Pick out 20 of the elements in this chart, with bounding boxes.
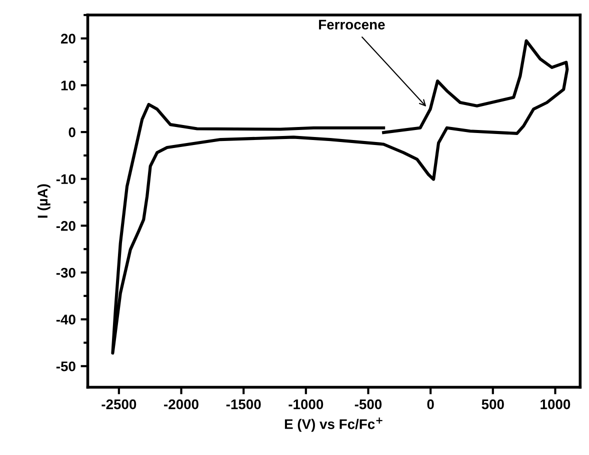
x-tick-label: -2000 <box>164 399 198 410</box>
x-tick-label: -500 <box>354 399 382 410</box>
y-tick-label: -40 <box>56 314 76 324</box>
y-tick-label: -10 <box>56 174 76 184</box>
y-axis-title: I (µA) <box>37 184 50 218</box>
x-tick-label: 1000 <box>540 399 570 410</box>
x-tick-label: -2500 <box>102 399 136 410</box>
y-tick-label: -30 <box>56 268 76 278</box>
x-tick-label: 500 <box>482 399 504 410</box>
y-tick-label: -50 <box>56 361 76 372</box>
y-tick-label: -20 <box>56 221 76 231</box>
x-tick-label: 0 <box>427 399 434 410</box>
line-series <box>111 39 569 355</box>
y-tick-label: 0 <box>68 127 76 138</box>
y-tick-label: 10 <box>61 80 76 90</box>
y-tick-label: 20 <box>60 34 76 44</box>
annotation: Ferrocene <box>319 20 385 30</box>
x-tick-label: -1500 <box>226 399 261 410</box>
x-tick-label: -1000 <box>288 399 324 410</box>
x-axis-title: E (V) vs Fc/Fc$^{+}$ <box>284 418 382 432</box>
